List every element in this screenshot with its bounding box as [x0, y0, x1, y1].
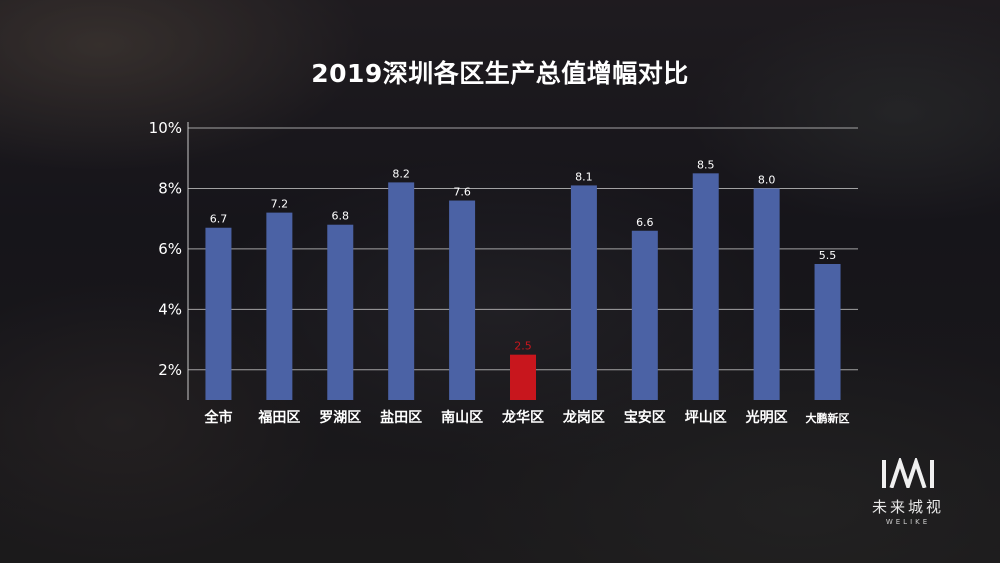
x-tick-label: 福田区: [257, 409, 300, 426]
bar: [388, 182, 415, 400]
bar: [327, 224, 354, 400]
bar: [266, 212, 293, 400]
x-tick-label: 光明区: [745, 409, 788, 426]
logo-mark-icon: [882, 455, 934, 493]
x-tick-label: 大鹏新区: [806, 411, 850, 425]
bar: [692, 173, 719, 400]
logo-sub: WELIKE: [885, 518, 931, 526]
logo-name: 未来城视: [871, 498, 944, 516]
y-tick-label: 10%: [149, 119, 182, 137]
data-label: 7.6: [453, 186, 471, 199]
x-tick-label: 盐田区: [380, 409, 422, 426]
bar: [631, 230, 658, 400]
x-tick-label: 宝安区: [624, 409, 666, 426]
data-label: 7.2: [271, 198, 289, 211]
x-tick-label: 罗湖区: [319, 410, 361, 426]
y-tick-label: 4%: [158, 300, 182, 318]
data-label: 8.5: [697, 158, 715, 171]
y-tick-label: 8%: [158, 179, 182, 197]
bar: [205, 227, 232, 400]
data-label: 6.7: [210, 213, 228, 226]
bar: [814, 264, 841, 400]
x-tick-label: 龙华区: [501, 409, 544, 426]
x-tick-label: 坪山区: [685, 410, 727, 426]
y-tick-label: 2%: [158, 361, 182, 379]
x-tick-label: 龙岗区: [562, 409, 605, 426]
brand-logo: 未来城视 WELIKE: [864, 455, 952, 526]
bar: [510, 354, 536, 400]
bar: [449, 200, 476, 400]
data-label: 5.5: [819, 249, 837, 262]
y-tick-label: 6%: [158, 240, 182, 258]
bar: [753, 188, 780, 400]
data-label: 6.6: [636, 216, 654, 229]
data-label: 8.2: [392, 167, 410, 180]
data-label: 2.5: [514, 340, 532, 353]
data-label: 6.8: [332, 210, 350, 223]
x-tick-label: 南山区: [441, 409, 483, 426]
chart-title: 2019深圳各区生产总值增幅对比: [311, 59, 689, 88]
data-label: 8.0: [758, 173, 776, 186]
data-label: 8.1: [575, 170, 593, 183]
x-tick-label: 全市: [203, 409, 232, 426]
bar: [570, 185, 597, 400]
